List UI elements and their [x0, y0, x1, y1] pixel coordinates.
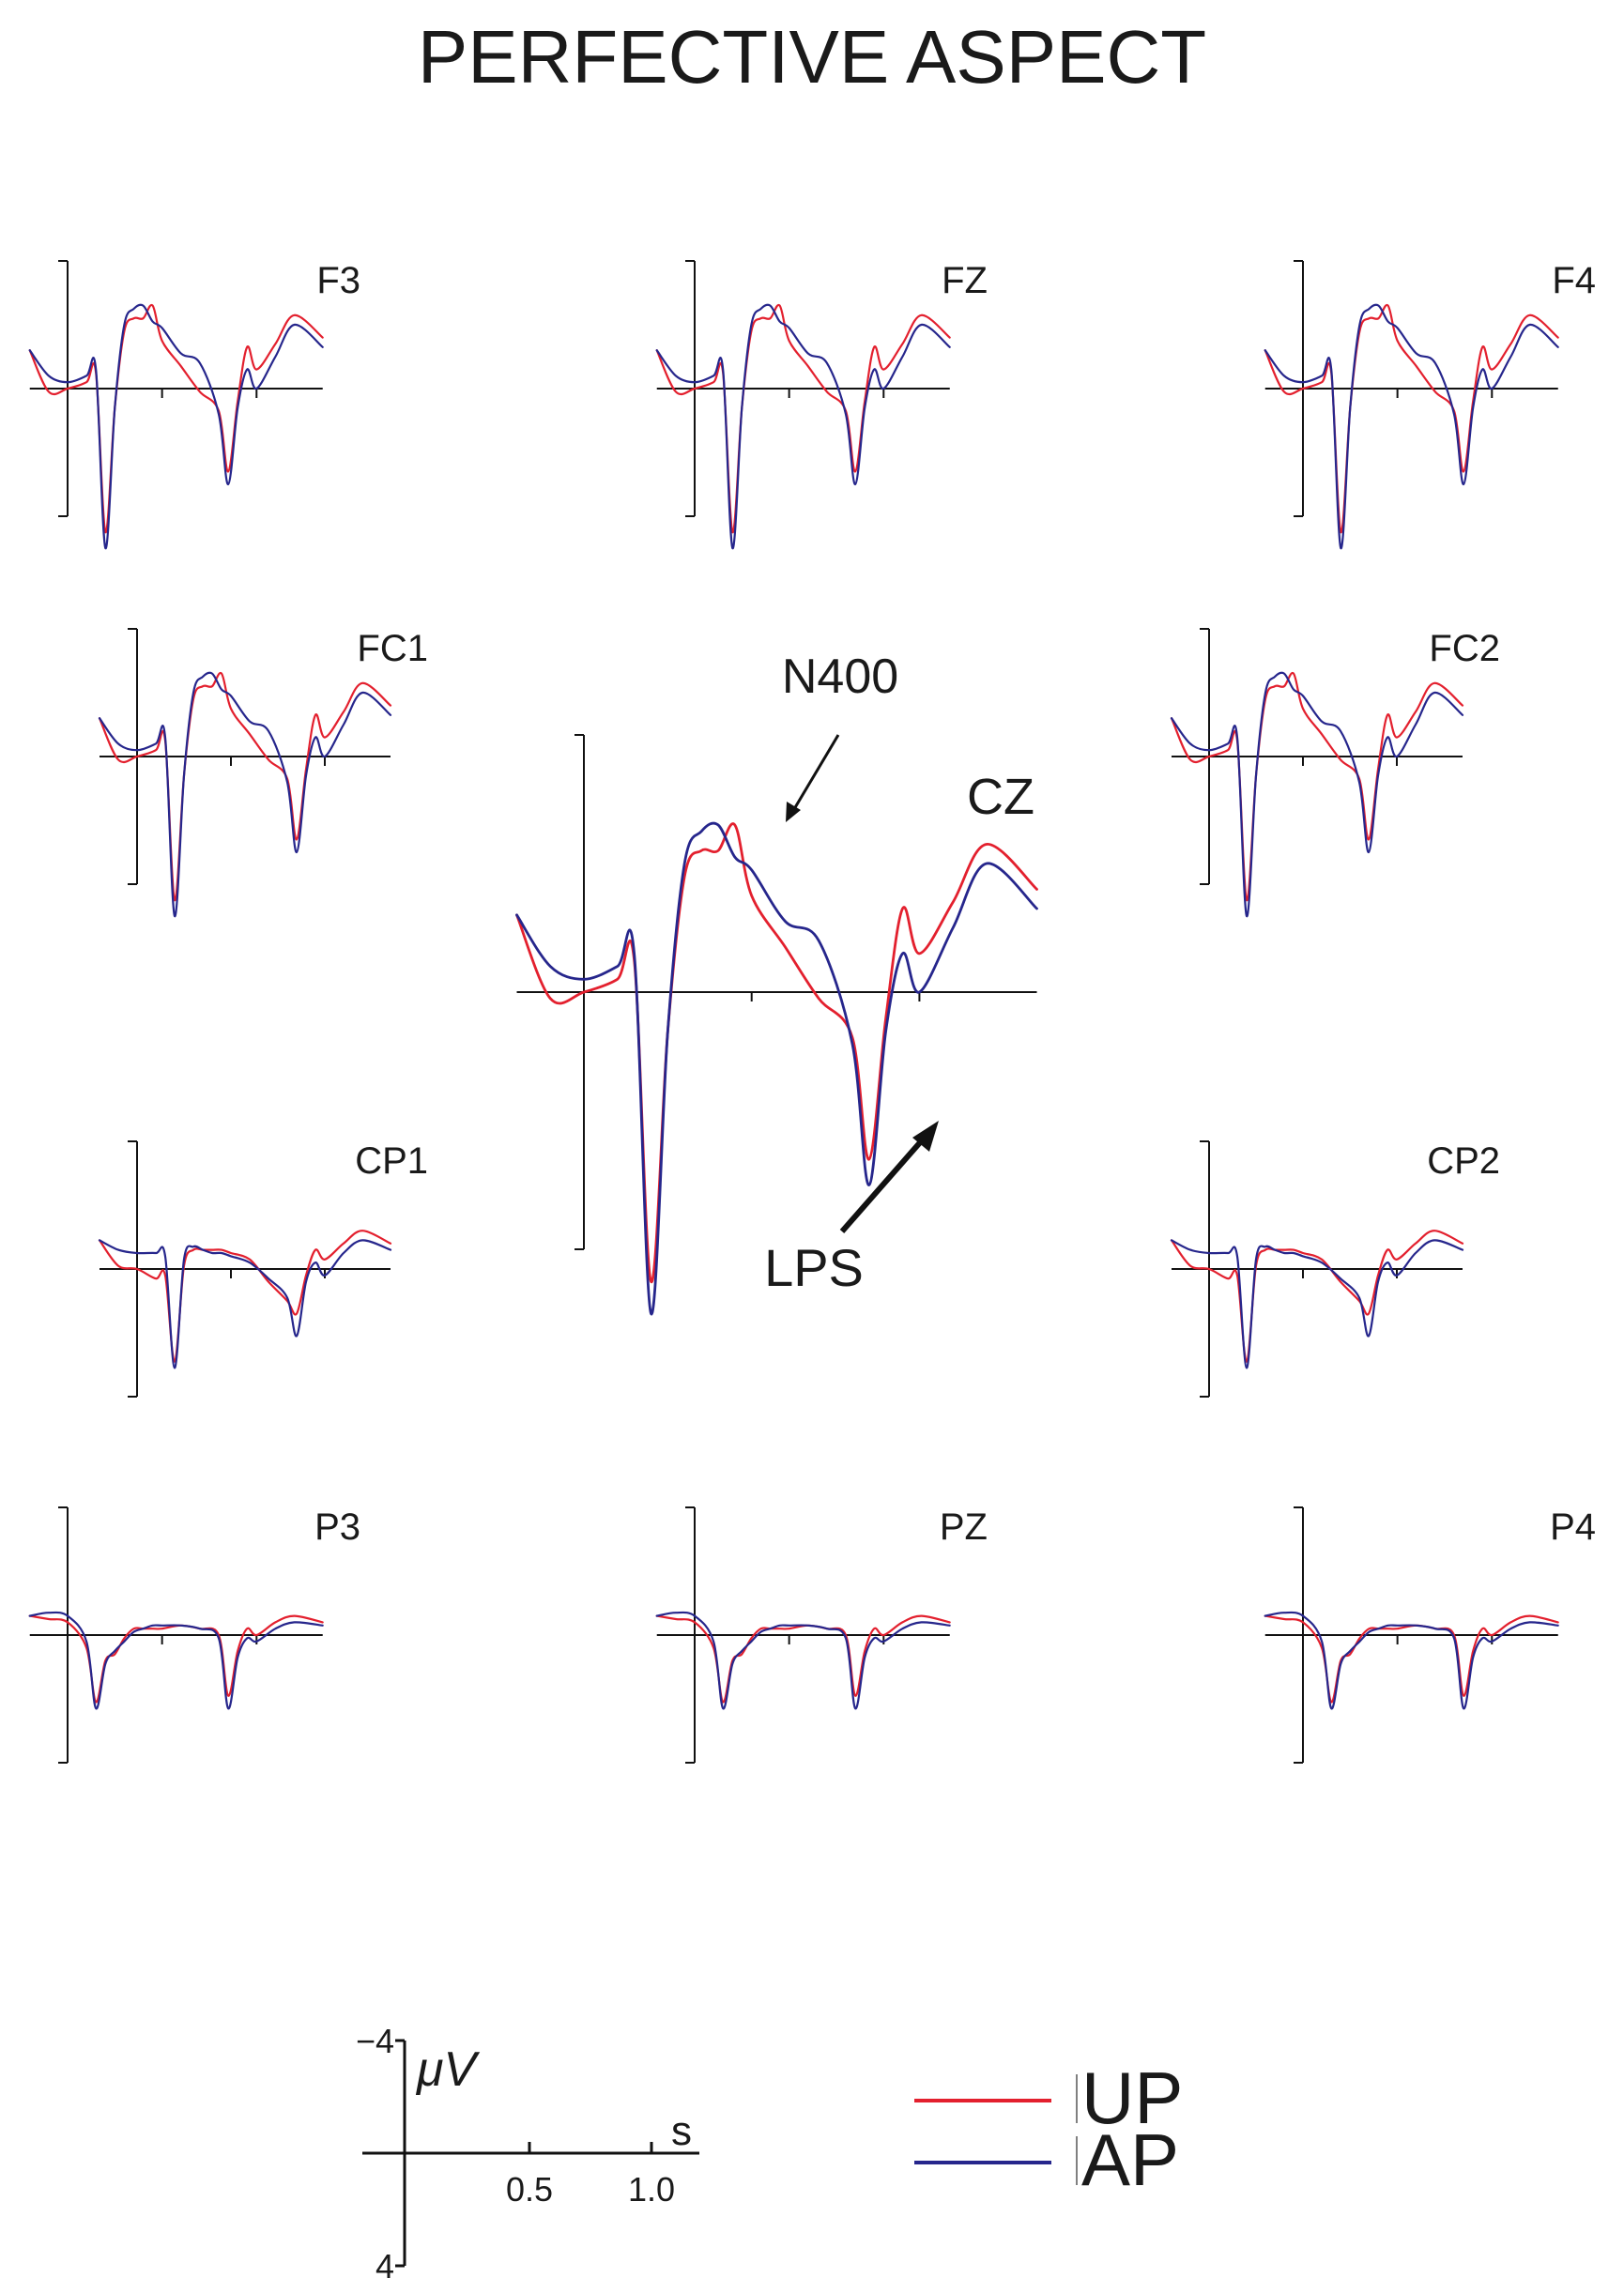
panel-f4: F4	[1264, 260, 1596, 550]
panel-cp2: CP2	[1170, 1140, 1500, 1398]
panel-cz: CZ	[515, 734, 1038, 1316]
panel-fc2: FC2	[1170, 628, 1500, 918]
panel-f3-label: F3	[316, 260, 360, 301]
scale-bar-x-tick-label-05: 0.5	[506, 2170, 553, 2209]
panel-cp2-series-ap	[1170, 1239, 1464, 1369]
panel-fc1-label: FC1	[357, 628, 428, 669]
legend-label-up: UP	[1081, 2056, 1183, 2139]
panel-cp1-label: CP1	[355, 1140, 428, 1182]
panel-cp1: CP1	[98, 1140, 428, 1398]
panel-p3-series-up	[28, 1614, 324, 1704]
n400-arrow-shaft	[792, 734, 840, 810]
panel-f4-series-ap	[1264, 303, 1559, 550]
n400-label: N400	[782, 650, 898, 704]
electrode-panels: F3 FZ F4 FC1 CZ FC2 CP1 CP2 P3 PZ P4	[28, 260, 1596, 1764]
panel-f4-label: F4	[1552, 260, 1596, 301]
scale-bar-x-tick-label-10: 1.0	[628, 2170, 675, 2209]
panel-pz-series-up	[655, 1614, 951, 1704]
panel-fc2-series-ap	[1170, 671, 1464, 918]
panel-fc2-label: FC2	[1429, 628, 1500, 669]
panel-f3-series-ap	[28, 303, 324, 550]
panel-cz-series-up	[515, 822, 1038, 1283]
cz-annotations: N400 LPS	[764, 650, 939, 1297]
panel-pz: PZ	[655, 1506, 988, 1764]
panel-p4: P4	[1264, 1506, 1596, 1764]
legend: UP AP	[914, 2056, 1183, 2201]
panel-p3: P3	[28, 1506, 360, 1764]
panel-cp1-series-ap	[98, 1239, 392, 1369]
scale-bar-x-unit-label: s	[671, 2108, 692, 2154]
lps-arrow-head	[912, 1121, 939, 1152]
panel-cp1-series-up	[98, 1230, 392, 1363]
lps-label: LPS	[764, 1238, 864, 1297]
panel-p3-label: P3	[314, 1506, 360, 1548]
panel-fc1: FC1	[98, 628, 428, 918]
panel-fz: FZ	[655, 260, 988, 550]
panel-pz-label: PZ	[940, 1506, 988, 1548]
scale-bar-unit-label: μV	[415, 2042, 480, 2097]
panel-p3-series-ap	[28, 1611, 324, 1710]
panel-cz-label: CZ	[967, 769, 1034, 825]
figure-title: PERFECTIVE ASPECT	[418, 15, 1206, 99]
panel-fc1-series-up	[98, 671, 392, 902]
panel-fc2-series-up	[1170, 671, 1464, 902]
panel-fc1-series-ap	[98, 671, 392, 918]
scale-bar-y-bottom-label: 4	[375, 2247, 394, 2278]
scale-bar: −4 4 μV s 0.5 1.0	[356, 2022, 699, 2278]
panel-cp2-series-up	[1170, 1230, 1464, 1363]
panel-fz-label: FZ	[942, 260, 988, 301]
panel-p4-label: P4	[1550, 1506, 1596, 1548]
scale-bar-y-top-label: −4	[356, 2022, 394, 2060]
n400-arrow-head	[786, 802, 801, 822]
panel-fz-series-ap	[655, 303, 951, 550]
panel-f3: F3	[28, 260, 360, 550]
panel-f3-series-up	[28, 303, 324, 534]
panel-pz-series-ap	[655, 1611, 951, 1710]
panel-p4-series-up	[1264, 1614, 1559, 1704]
lps-arrow-shaft	[839, 1139, 925, 1233]
panel-cp2-label: CP2	[1427, 1140, 1500, 1182]
panel-fz-series-up	[655, 303, 951, 534]
panel-f4-series-up	[1264, 303, 1559, 534]
legend-label-ap: AP	[1081, 2118, 1179, 2201]
panel-cz-series-ap	[515, 821, 1038, 1316]
panel-p4-series-ap	[1264, 1611, 1559, 1710]
